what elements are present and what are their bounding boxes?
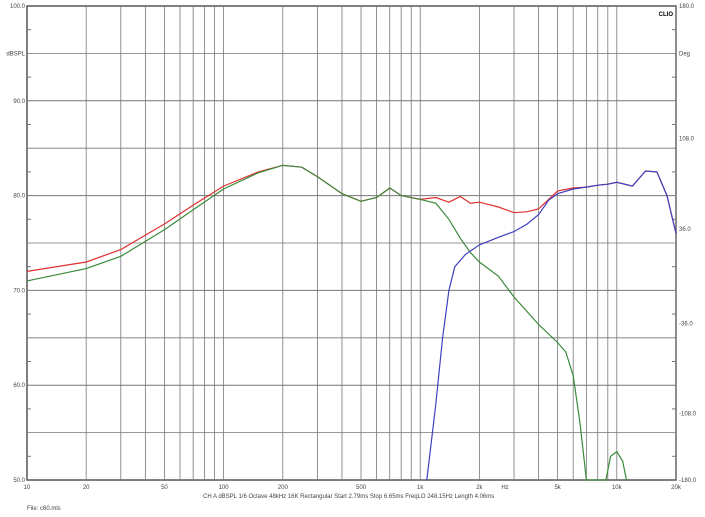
y2-tick-label: 36.0	[679, 227, 691, 233]
x-tick-label: 1k	[417, 485, 424, 491]
y2-tick-label: -36.0	[679, 322, 693, 328]
y2-tick-label: 108.0	[679, 137, 695, 143]
file-name: File: c60.mls	[27, 506, 61, 512]
x-tick-label: 200	[278, 485, 289, 491]
y2-tick-label: -180.0	[679, 478, 697, 484]
x-tick-label: 20k	[671, 485, 682, 491]
y2-axis-label: Deg	[679, 51, 690, 57]
x-axis-label: Hz	[501, 485, 508, 491]
y-tick-label: 90.0	[13, 99, 25, 105]
x-tick-label: 50	[161, 485, 168, 491]
x-tick-label: 5k	[554, 485, 561, 491]
x-tick-label: 100	[219, 485, 230, 491]
x-tick-label: 10k	[612, 485, 623, 491]
x-tick-label: 2k	[476, 485, 483, 491]
y-tick-label: 70.0	[13, 288, 25, 294]
y-tick-label: 50.0	[13, 478, 25, 484]
x-tick-label: 10	[24, 485, 31, 491]
series-line-2	[426, 170, 677, 481]
clio-logo: CLIO	[659, 12, 674, 18]
y2-tick-label: -108.0	[679, 412, 697, 418]
x-tick-label: 20	[83, 485, 90, 491]
x-tick-label: 500	[356, 485, 367, 491]
y-tick-label: 80.0	[13, 194, 25, 200]
y-axis-label: dBSPL	[6, 51, 25, 57]
series-line-1	[26, 164, 628, 481]
y-tick-label: 60.0	[13, 383, 25, 389]
y-tick-label: 100.0	[10, 4, 26, 10]
measurement-info: CH A dBSPL 1/6 Octave 48kHz 16K Rectangu…	[203, 494, 494, 500]
y2-tick-label: 180.0	[679, 4, 695, 10]
